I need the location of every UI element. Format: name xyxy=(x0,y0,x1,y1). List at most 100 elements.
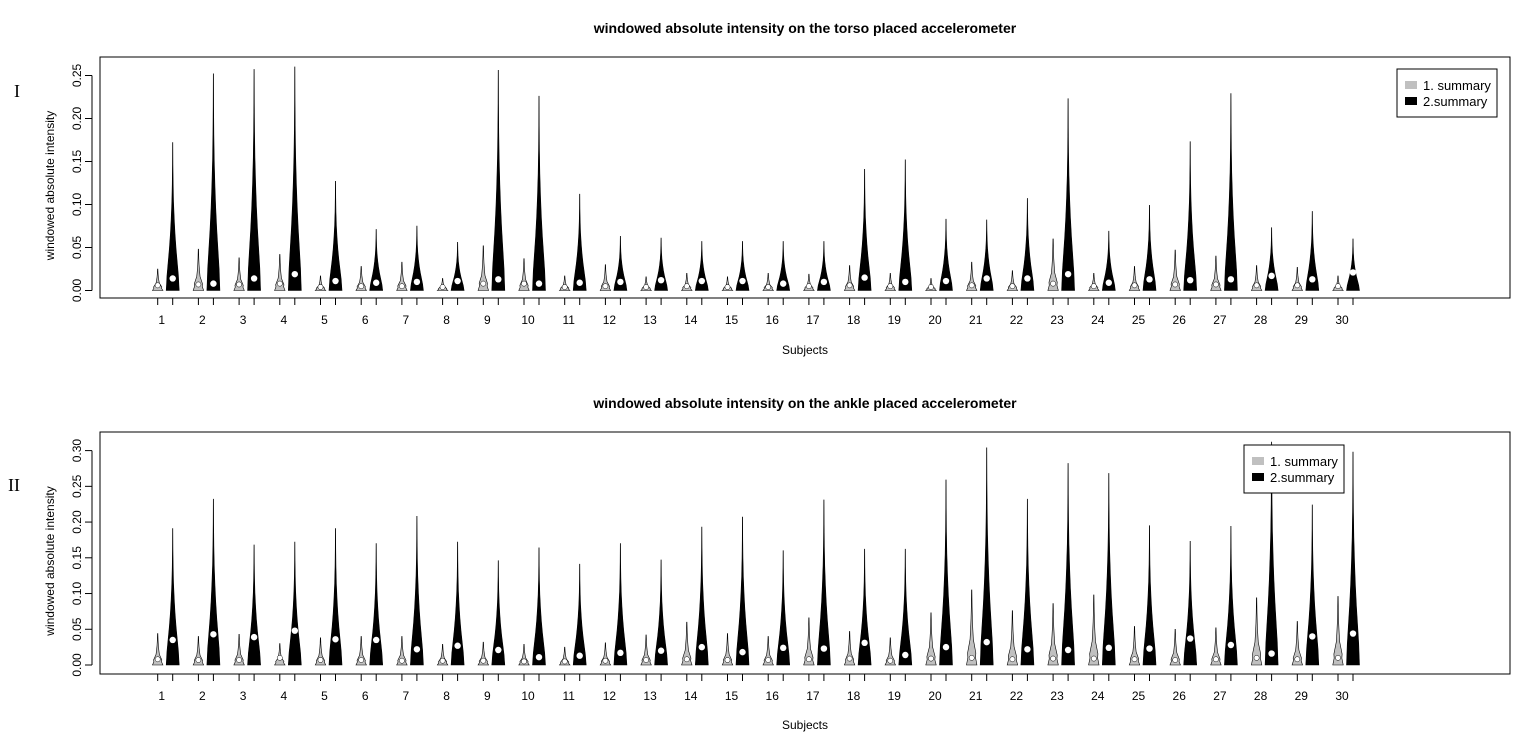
violin-2-summary xyxy=(572,563,587,666)
median-point-2-summary xyxy=(1105,279,1113,286)
violin-2-summary xyxy=(491,70,506,291)
violin-2-summary xyxy=(328,180,343,291)
median-point-2-summary xyxy=(820,278,828,286)
median-point-2-summary xyxy=(332,277,339,285)
median-point-1-summary xyxy=(683,656,690,663)
median-point-2-summary xyxy=(576,279,583,286)
x-tick-label: 24 xyxy=(1091,313,1105,327)
x-tick-label: 13 xyxy=(643,313,657,327)
x-tick-label: 6 xyxy=(362,689,369,703)
median-point-1-summary xyxy=(1335,283,1341,290)
y-axis-label: windowed absolute intensity xyxy=(43,486,57,636)
violin-1-summary xyxy=(152,633,164,666)
violin-2-summary xyxy=(1061,463,1075,666)
x-tick-label: 30 xyxy=(1335,689,1349,703)
violin-2-summary xyxy=(369,229,384,291)
median-point-1-summary xyxy=(846,655,853,662)
violin-1-summary xyxy=(355,266,367,291)
x-tick-label: 20 xyxy=(928,689,942,703)
violin-1-summary xyxy=(599,264,612,291)
chart-panel-2: windowed absolute intensity on the ankle… xyxy=(8,395,1511,732)
median-point-1-summary xyxy=(236,281,242,288)
violin-2-summary xyxy=(817,241,831,291)
median-point-2-summary xyxy=(1187,635,1194,642)
median-point-2-summary xyxy=(373,636,380,644)
y-tick-label: 0.20 xyxy=(70,510,84,534)
median-point-1-summary xyxy=(968,655,975,661)
violin-1-summary xyxy=(396,261,408,291)
x-tick-label: 16 xyxy=(766,313,780,327)
violin-2-summary xyxy=(1305,504,1320,666)
violin-2-summary xyxy=(979,447,994,666)
violin-1-summary xyxy=(233,633,245,666)
violin-1-summary xyxy=(274,643,286,666)
x-tick-label: 11 xyxy=(562,689,575,703)
median-point-2-summary xyxy=(413,646,421,653)
violin-2-summary xyxy=(247,544,261,666)
violin-1-summary xyxy=(274,254,286,291)
median-point-1-summary xyxy=(276,280,283,287)
violin-2-summary xyxy=(1142,525,1157,666)
violin-2-summary xyxy=(776,241,791,291)
y-tick-label: 0.20 xyxy=(70,106,84,130)
x-tick-label: 15 xyxy=(725,313,739,327)
violin-2-summary xyxy=(898,548,913,666)
median-point-2-summary xyxy=(657,276,665,284)
median-point-2-summary xyxy=(250,633,258,641)
plot-area-border xyxy=(99,431,1511,675)
violin-1-summary xyxy=(233,257,245,291)
median-point-2-summary xyxy=(576,652,583,659)
violin-1-summary xyxy=(1251,597,1263,666)
median-point-1-summary xyxy=(195,281,202,288)
y-tick-label: 0.25 xyxy=(70,63,84,87)
median-point-1-summary xyxy=(643,657,649,663)
violin-1-summary xyxy=(477,641,490,666)
median-point-2-summary xyxy=(1146,276,1153,283)
x-tick-label: 29 xyxy=(1295,313,1309,327)
violin-2-summary xyxy=(1183,141,1198,291)
median-point-1-summary xyxy=(480,657,487,664)
violin-2-summary xyxy=(939,479,953,666)
legend-swatch xyxy=(1405,81,1417,89)
median-point-1-summary xyxy=(1335,655,1341,661)
x-tick-label: 14 xyxy=(684,313,698,327)
x-tick-label: 18 xyxy=(847,313,861,327)
median-point-1-summary xyxy=(317,657,324,663)
violin-1-summary xyxy=(803,617,815,666)
median-point-2-summary xyxy=(861,639,868,647)
median-point-1-summary xyxy=(1172,281,1179,288)
violin-1-summary xyxy=(1047,238,1059,291)
median-point-2-summary xyxy=(1268,272,1275,280)
median-point-1-summary xyxy=(1253,655,1260,661)
x-tick-label: 2 xyxy=(199,689,206,703)
median-point-2-summary xyxy=(373,279,380,286)
median-point-2-summary xyxy=(495,646,502,654)
median-point-2-summary xyxy=(902,278,909,286)
legend-label: 2.summary xyxy=(1270,470,1335,485)
violin-2-summary xyxy=(857,548,872,666)
median-point-2-summary xyxy=(1349,630,1357,637)
violin-2-summary xyxy=(898,159,913,291)
x-tick-label: 26 xyxy=(1173,313,1187,327)
x-tick-label: 15 xyxy=(725,689,739,703)
violin-2-summary xyxy=(287,541,302,666)
violin-2-summary xyxy=(857,168,872,291)
violin-2-summary xyxy=(206,498,221,666)
median-point-2-summary xyxy=(210,280,217,287)
y-axis-label: windowed absolute intensity xyxy=(43,111,57,261)
median-point-1-summary xyxy=(439,284,446,290)
median-point-1-summary xyxy=(236,657,242,663)
median-point-1-summary xyxy=(928,284,934,290)
violin-2-summary xyxy=(532,95,546,291)
median-point-1-summary xyxy=(480,280,487,287)
median-point-1-summary xyxy=(765,657,772,663)
violin-2-summary xyxy=(654,559,668,666)
violin-1-summary xyxy=(192,248,205,291)
x-tick-label: 10 xyxy=(521,689,535,703)
violin-2-summary xyxy=(1264,441,1279,666)
legend-box xyxy=(1396,68,1498,118)
violin-2-summary xyxy=(1101,230,1116,291)
median-point-1-summary xyxy=(1090,655,1097,662)
violin-2-summary xyxy=(1264,227,1279,291)
median-point-2-summary xyxy=(983,638,990,646)
